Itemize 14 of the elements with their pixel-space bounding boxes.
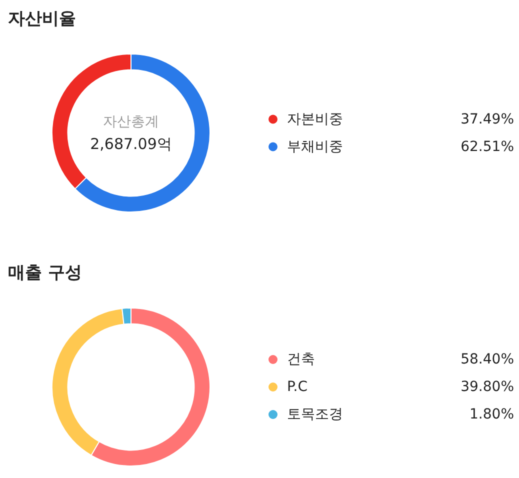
legend-label: 자본비중 (287, 111, 343, 128)
data-label: 58.40% (460, 352, 514, 368)
text: 자산총계 (103, 114, 159, 130)
data-label: 37.49% (460, 111, 514, 128)
text: 2,687.09억 (90, 135, 172, 153)
data-label: 39.80% (460, 379, 514, 395)
data-label: 1.80% (470, 406, 514, 422)
data-label: 62.51% (460, 138, 514, 155)
legend-label: P.C (287, 379, 308, 395)
chart-title: 자산비율 (8, 9, 76, 29)
legend-label: 부채비중 (287, 138, 343, 155)
chart-title: 매출 구성 (8, 263, 82, 283)
legend-label: 토목조경 (287, 406, 343, 422)
legend-label: 건축 (287, 352, 315, 368)
